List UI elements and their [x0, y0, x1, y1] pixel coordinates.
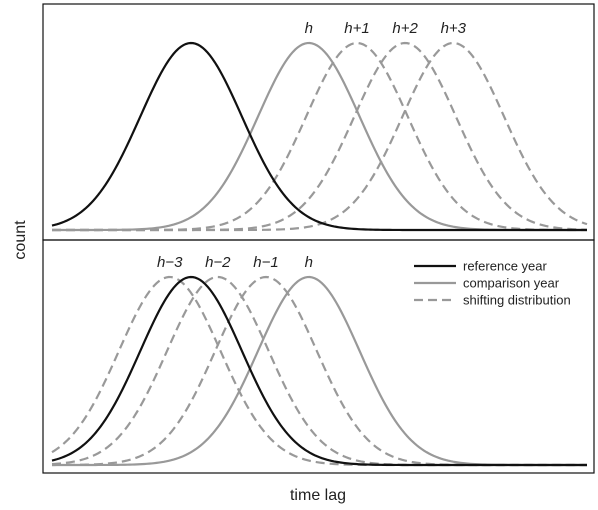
upper-curve-label-4: h+3 [441, 20, 467, 37]
upper-series-reference-0 [51, 41, 587, 232]
x-axis-title: time lag [290, 487, 346, 504]
legend-label-comparison: comparison year [463, 276, 560, 291]
lower-curve-label-4: h−1 [253, 254, 278, 271]
legend: reference year comparison year shifting di… [414, 259, 571, 308]
upper-curve-label-2: h+1 [344, 20, 369, 37]
upper-panel: h+1 h+2 h+3 h [42, 3, 595, 241]
lower-curve-label-1: h [305, 254, 313, 271]
legend-label-shifting: shifting distribution [463, 293, 571, 308]
upper-curve-label-3: h+2 [392, 20, 418, 37]
y-axis-title: count [12, 220, 29, 260]
upper-curve-label-1: h [305, 20, 313, 37]
lower-curve-label-3: h−2 [205, 254, 231, 271]
lower-curve-label-2: h−3 [157, 254, 183, 271]
upper-panel-frame [42, 3, 595, 241]
legend-label-reference: reference year [463, 259, 547, 274]
lower-panel-frame [42, 239, 595, 474]
lower-panel: h−3 h−2 h−1 h [42, 239, 595, 474]
lower-series-reference-0 [51, 275, 587, 467]
